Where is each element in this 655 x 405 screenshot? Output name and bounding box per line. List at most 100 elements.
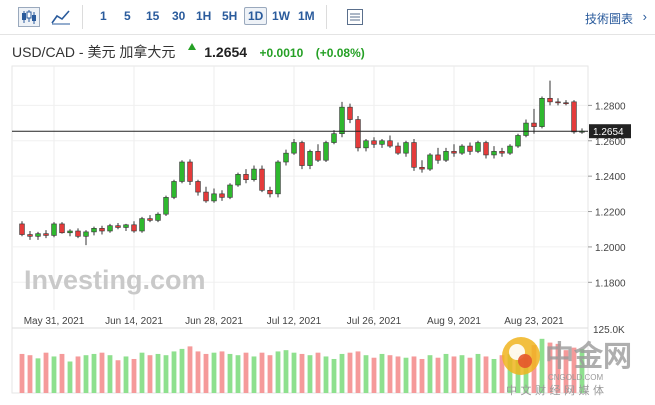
volume-bar [259,352,265,393]
y-tick-label: 1.1800 [595,278,626,289]
volume-bar [275,351,281,393]
volume-bar [523,357,529,393]
volume-bar [163,355,169,393]
volume-bar [83,355,89,393]
volume-bar [347,352,353,393]
candle-body [19,223,25,235]
volume-bar [451,356,457,393]
volume-bar [139,352,145,393]
candle-body [99,228,105,232]
x-tick-label: Jul 12, 2021 [267,316,322,327]
period-5[interactable]: 5 [124,9,131,23]
volume-bar [419,358,425,393]
candle-body [243,174,249,180]
volume-bar [547,342,553,393]
volume-bar [435,357,441,393]
volume-bar [227,353,233,393]
y-tick-label: 1.2600 [595,137,626,148]
volume-bar [155,353,161,393]
x-tick-label: Jul 26, 2021 [347,316,402,327]
candle-body [539,98,545,127]
volume-bar [195,351,201,393]
volume-bar [35,358,41,393]
volume-bar [235,355,241,393]
candle-body [251,168,257,180]
volume-bar [107,355,113,393]
volume-bar [499,355,505,393]
candle-body [339,106,345,134]
area-chart-icon[interactable] [50,7,72,27]
last-price-tag-label: 1.2654 [593,127,624,138]
settings-icon[interactable] [344,7,366,27]
period-5h[interactable]: 5H [222,9,238,23]
candle-body [195,181,201,193]
x-tick-label: Aug 23, 2021 [504,316,564,327]
candle-body [387,140,393,147]
chart-toolbar: 1 5 15 30 1H 5H 1D 1W 1M 技術圖表 › [0,0,655,35]
volume-bar [371,357,377,393]
candle-body [355,119,361,149]
candle-body [275,161,281,195]
period-1h[interactable]: 1H [196,9,212,23]
candle-body [475,142,481,152]
candle-body [323,142,329,161]
volume-bar [243,352,249,393]
candle-body [299,142,305,166]
volume-bar [59,353,65,393]
candle-body [499,151,505,154]
volume-bar [363,355,369,393]
candle-body [115,225,121,228]
candle-body [155,213,161,221]
arrow-up-icon [187,43,196,50]
candle-body [43,233,49,236]
candle-body [363,140,369,149]
volume-bar [475,353,481,393]
period-1m[interactable]: 1M [298,9,315,23]
volume-bar [427,355,433,393]
candle-body [483,142,489,156]
period-15[interactable]: 15 [146,9,160,23]
candle-body [435,154,441,161]
volume-bar [75,356,81,393]
volume-bar [283,350,289,393]
volume-bar [219,351,225,393]
volume-bar [443,353,449,393]
candle-body [523,122,529,136]
volume-bar [251,356,257,393]
volume-bar [379,353,385,393]
candle-body [75,230,81,237]
candle-body [83,231,89,237]
candle-body [467,145,473,152]
candle-body [179,161,185,182]
candle-body [515,135,521,147]
volume-bar [579,348,585,393]
volume-bar [395,356,401,393]
candle-body [291,142,297,154]
chevron-right-icon[interactable]: › [642,9,647,24]
candle-body [459,145,465,154]
period-1d[interactable]: 1D [244,7,268,25]
volume-bar [131,358,137,393]
volume-bar [267,355,273,393]
period-1w[interactable]: 1W [272,9,290,23]
candlestick-icon[interactable] [18,7,40,27]
volume-bar [331,358,337,393]
tech-chart-link[interactable]: 技術圖表 [584,12,633,26]
volume-bar [483,356,489,393]
volume-bar [291,352,297,393]
volume-bar [323,356,329,393]
candle-body [267,190,273,195]
candle-body [107,225,113,232]
last-price-tag [589,124,631,139]
volume-bar [27,355,33,393]
candle-body [59,223,65,234]
candle-body [411,142,417,168]
period-30[interactable]: 30 [172,9,186,23]
candle-body [35,233,41,237]
candle-body [171,181,177,198]
volume-bar [211,352,217,393]
period-1[interactable]: 1 [100,9,107,23]
volume-bar [563,350,569,393]
x-tick-label: Jun 28, 2021 [185,316,243,327]
